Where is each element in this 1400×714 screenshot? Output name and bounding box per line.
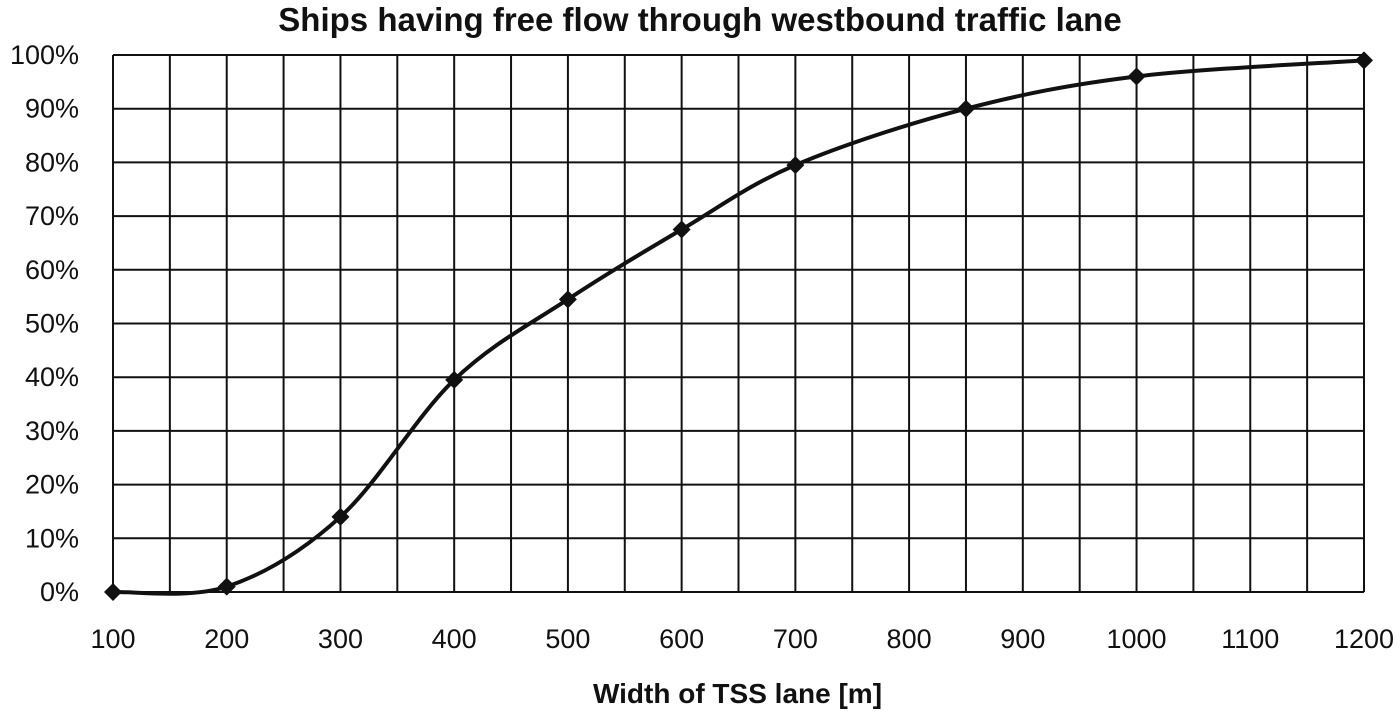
y-axis-ticks: 0% 10% 20% 30% 40% 50% 60% 70% 80% 90% 100% <box>10 40 79 607</box>
data-point <box>217 577 236 596</box>
chart-title: Ships having free flow through westbound… <box>278 1 1122 38</box>
x-tick-label: 1000 <box>1107 624 1167 654</box>
data-point <box>956 99 975 118</box>
x-tick-label: 700 <box>773 624 818 654</box>
x-tick-label: 300 <box>318 624 363 654</box>
data-point <box>1355 51 1373 70</box>
y-tick-label: 90% <box>25 94 79 124</box>
y-tick-label: 40% <box>25 362 79 392</box>
y-tick-label: 100% <box>10 40 79 70</box>
data-point <box>672 220 691 239</box>
x-tick-label: 800 <box>887 624 932 654</box>
x-axis-ticks: 100 200 300 400 500 600 700 800 900 1000 1100 1200 <box>90 624 1394 654</box>
data-point <box>786 156 805 175</box>
x-axis-title: Width of TSS lane [m] <box>592 678 883 709</box>
y-tick-label: 60% <box>25 255 79 285</box>
x-tick-label: 200 <box>204 624 249 654</box>
data-point <box>445 370 464 389</box>
y-tick-label: 70% <box>25 201 79 231</box>
data-markers <box>104 51 1373 601</box>
grid <box>112 54 1365 593</box>
y-tick-label: 80% <box>25 147 79 177</box>
x-tick-label: 1200 <box>1334 624 1394 654</box>
data-point <box>104 583 122 601</box>
series-line <box>112 58 1365 596</box>
y-tick-label: 20% <box>25 470 79 500</box>
y-tick-label: 10% <box>25 523 79 553</box>
data-point <box>1127 67 1146 86</box>
y-tick-label: 0% <box>40 577 79 607</box>
series-line-layer <box>112 58 1365 596</box>
data-point <box>331 507 350 526</box>
x-tick-label: 1100 <box>1221 624 1279 654</box>
x-tick-label: 100 <box>90 624 135 654</box>
x-tick-label: 500 <box>545 624 590 654</box>
data-point <box>558 290 577 309</box>
x-tick-label: 600 <box>659 624 704 654</box>
y-tick-label: 30% <box>25 416 79 446</box>
y-tick-label: 50% <box>25 309 79 339</box>
x-tick-label: 400 <box>432 624 477 654</box>
x-tick-label: 900 <box>1000 624 1045 654</box>
